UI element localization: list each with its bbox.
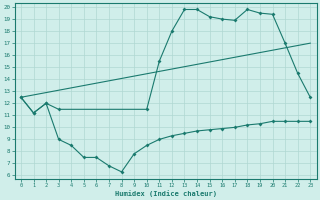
X-axis label: Humidex (Indice chaleur): Humidex (Indice chaleur) — [115, 190, 217, 197]
